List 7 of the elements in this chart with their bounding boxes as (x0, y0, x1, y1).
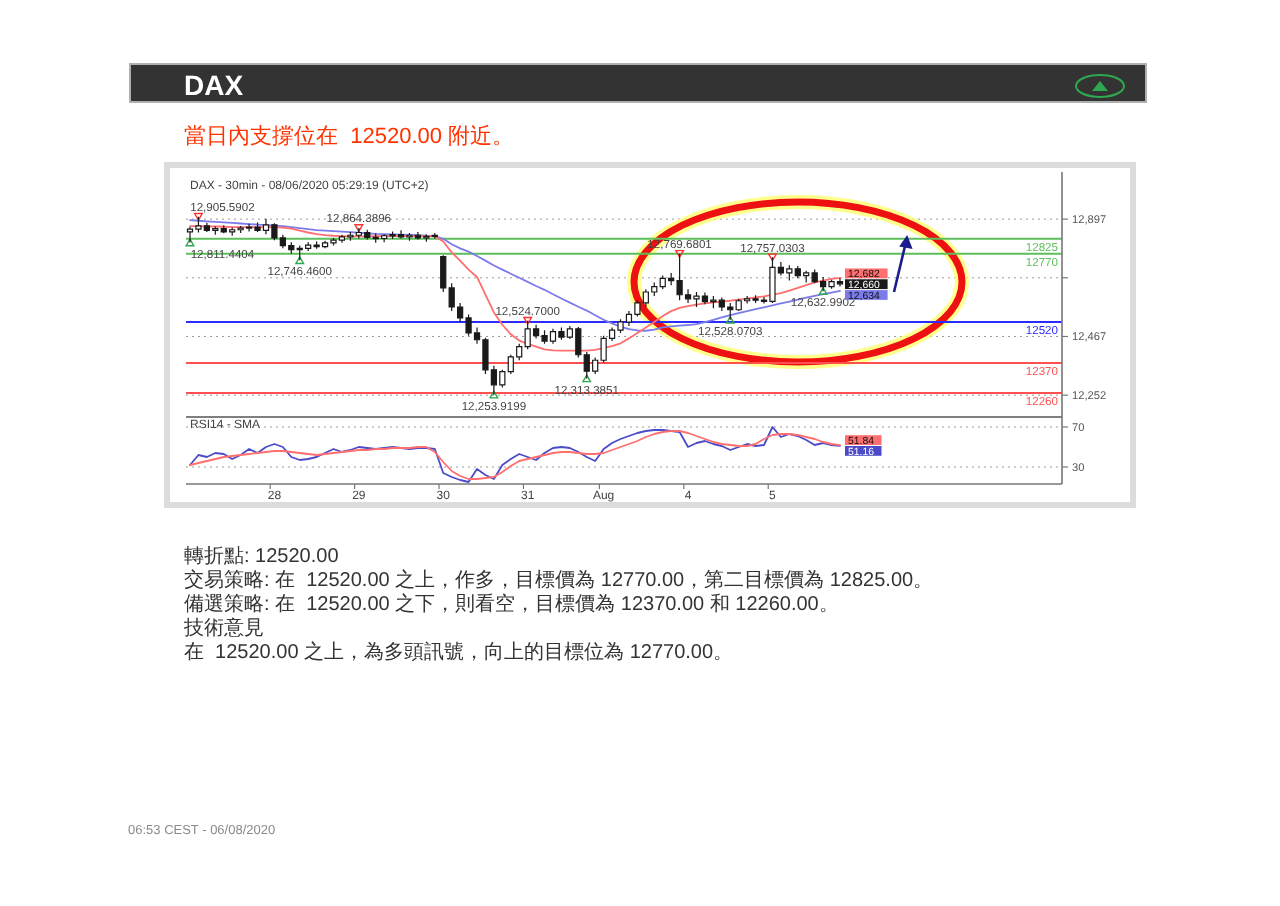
text: 交易策略: 在 12520.00 之上，作多，目標價為 12770.00，第二目標價為 12825.00。 (184, 568, 934, 592)
chart-title: DAX (184, 69, 245, 101)
text: 轉折點: 12520.00 (184, 544, 340, 568)
chart-subtitle: 當日內支撐位在 12520.00 附近。 (184, 123, 515, 149)
text: 備選策略: 在 12520.00 之下，則看空，目標價為 12370.00 和 12260.00。 (184, 592, 839, 616)
text: 在 12520.00 之上，為多頭訊號，向上的目標位為 12770.00。 (184, 640, 734, 664)
text: 技術意見 (182, 616, 264, 640)
